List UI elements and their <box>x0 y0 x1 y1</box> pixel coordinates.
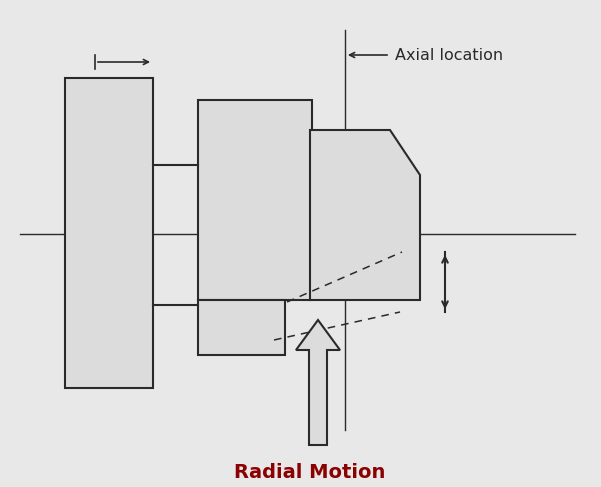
Text: Axial location: Axial location <box>395 48 503 62</box>
Polygon shape <box>310 130 420 300</box>
Polygon shape <box>296 320 340 445</box>
Bar <box>65 78 153 388</box>
Text: Radial Motion: Radial Motion <box>234 463 386 482</box>
Bar <box>198 300 285 355</box>
Bar <box>198 100 312 300</box>
